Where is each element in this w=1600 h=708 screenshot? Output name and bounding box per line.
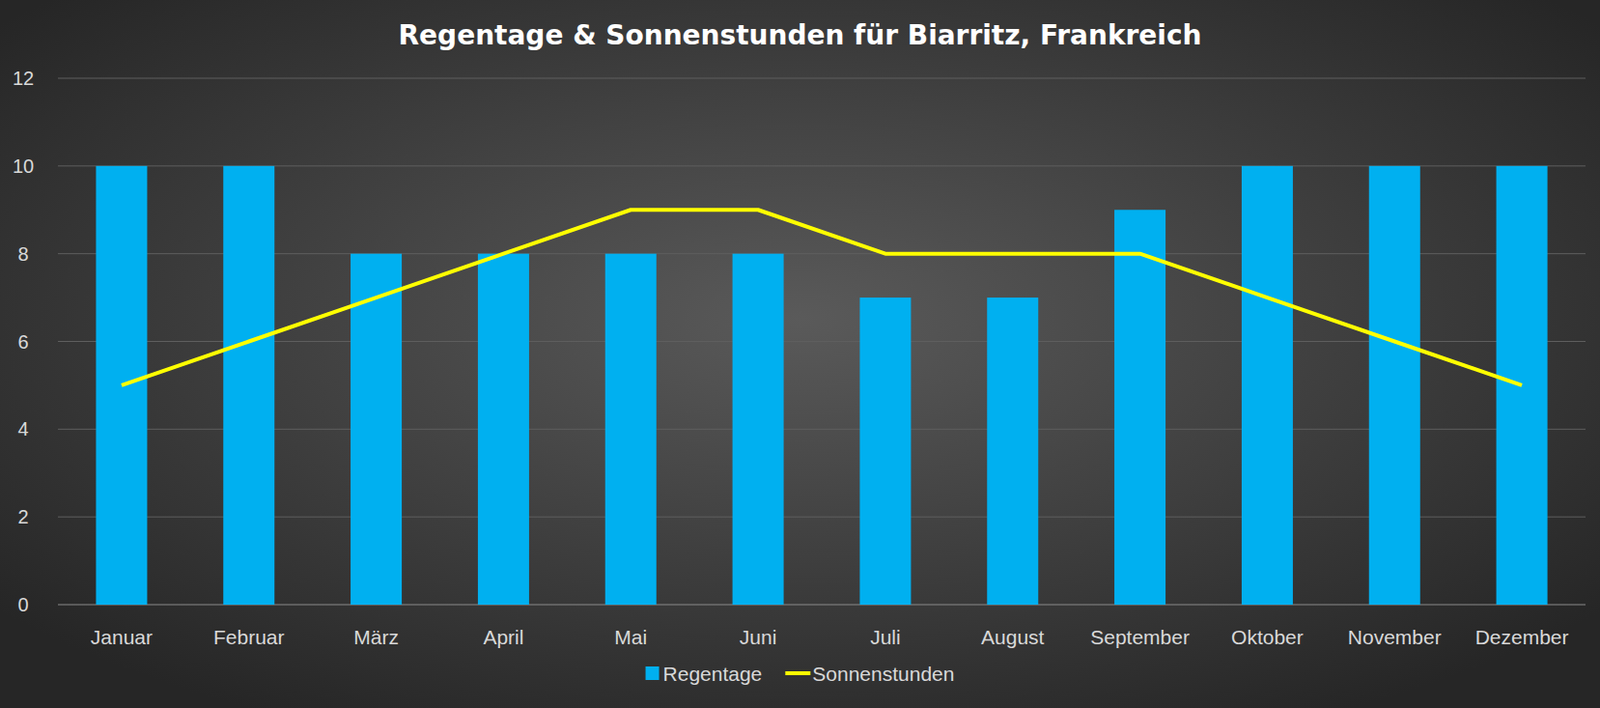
x-tick-label: Januar xyxy=(90,625,153,648)
legend-label: Sonnenstunden xyxy=(812,662,955,685)
x-tick-label: September xyxy=(1090,625,1190,648)
legend-label: Regentage xyxy=(663,662,763,685)
y-tick-label: 12 xyxy=(12,67,34,89)
x-tick-label: November xyxy=(1347,625,1442,648)
bar xyxy=(350,253,402,605)
grid-line xyxy=(57,340,1586,342)
grid-line xyxy=(57,516,1586,518)
grid-line xyxy=(57,165,1586,167)
x-tick-label: April xyxy=(482,625,524,648)
bar xyxy=(1241,166,1293,605)
background xyxy=(0,0,1600,708)
legend-swatch xyxy=(785,671,811,675)
grid-line xyxy=(57,604,1586,606)
y-tick-label: 0 xyxy=(17,593,29,616)
chart-root: Regentage & Sonnenstunden für Biarritz, … xyxy=(0,0,1600,708)
bar xyxy=(95,166,147,605)
bar xyxy=(986,297,1039,605)
y-tick-label: 2 xyxy=(17,505,29,528)
bar xyxy=(477,253,530,605)
legend: Regentage Sonnenstunden xyxy=(645,662,955,685)
bar xyxy=(1369,166,1421,605)
x-tick-label: März xyxy=(353,625,399,648)
bar xyxy=(1114,209,1166,605)
line xyxy=(121,209,1522,386)
x-tick-label: Februar xyxy=(213,625,285,648)
x-tick-label: Oktober xyxy=(1231,625,1304,648)
x-tick-label: Juli xyxy=(870,625,901,648)
y-tick-label: 10 xyxy=(12,155,34,177)
grid-line xyxy=(57,428,1586,430)
chart: Regentage & Sonnenstunden für Biarritz, … xyxy=(0,0,1600,708)
bar xyxy=(605,253,657,605)
bar xyxy=(223,166,275,605)
bar xyxy=(732,253,785,605)
y-tick-label: 4 xyxy=(17,418,29,440)
title: Regentage & Sonnenstunden für Biarritz, … xyxy=(398,19,1203,52)
y-tick-label: 8 xyxy=(17,243,29,265)
grid-line xyxy=(57,252,1586,254)
x-tick-label: Dezember xyxy=(1475,625,1570,648)
plot-marks xyxy=(95,166,1547,605)
grid-line xyxy=(57,78,1586,80)
bar xyxy=(859,297,911,605)
x-tick-label: August xyxy=(981,625,1045,648)
x-tick-label: Mai xyxy=(614,625,647,648)
x-tick-label: Juni xyxy=(739,625,778,648)
y-tick-label: 6 xyxy=(17,331,29,353)
legend-swatch xyxy=(645,666,660,680)
